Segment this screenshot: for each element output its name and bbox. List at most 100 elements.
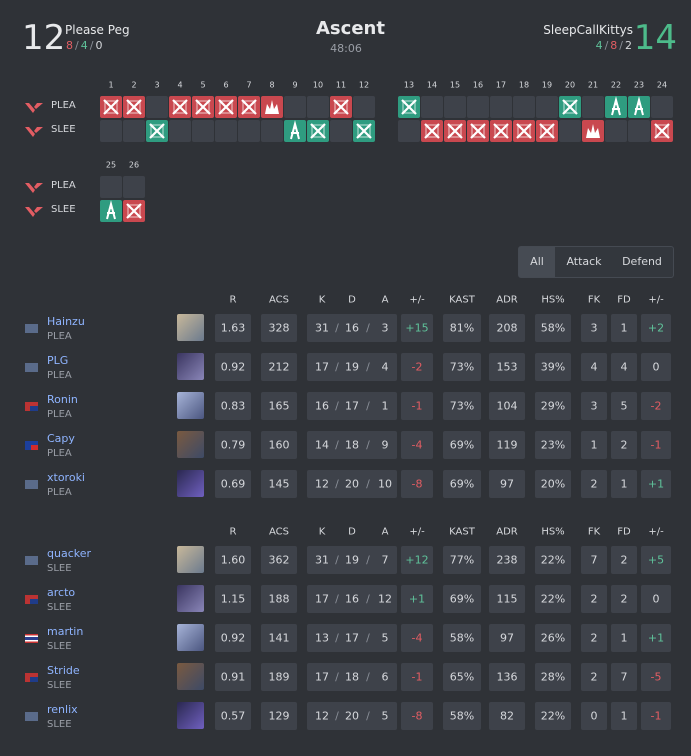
stat-cell xyxy=(489,546,525,574)
column-header: +/- xyxy=(648,526,664,538)
round-icon xyxy=(241,99,257,115)
round-win xyxy=(559,96,581,118)
stat-kast: 58% xyxy=(449,631,475,645)
stat-fk-diff: -2 xyxy=(650,399,662,413)
round-icon xyxy=(516,123,532,139)
stat-cell xyxy=(489,624,525,652)
stat-cell xyxy=(443,702,481,730)
stat-cell xyxy=(581,624,607,652)
round-number: 2 xyxy=(131,80,137,90)
tab[interactable]: Attack xyxy=(566,255,602,268)
player-name[interactable]: arcto xyxy=(47,586,76,599)
player-name[interactable]: PLG xyxy=(47,354,69,367)
stat-adr: 119 xyxy=(496,438,518,452)
stat-cell xyxy=(215,663,251,691)
stat-fd: 5 xyxy=(620,399,628,413)
stat-cell xyxy=(611,392,637,420)
kda-value: 3 xyxy=(381,321,389,335)
player-name[interactable]: Ronin xyxy=(47,393,78,406)
player-name[interactable]: martin xyxy=(47,625,84,638)
round-win xyxy=(628,96,650,118)
stat-cell xyxy=(401,624,433,652)
round-icon xyxy=(172,99,188,115)
stat-fd: 1 xyxy=(620,709,628,723)
player-name[interactable]: xtoroki xyxy=(47,471,85,484)
kda-value: 17 xyxy=(315,592,329,606)
record-part: / xyxy=(75,39,79,52)
stat-rating: 1.60 xyxy=(220,553,246,567)
stat-kast: 69% xyxy=(449,592,475,606)
player-team: PLEA xyxy=(47,487,72,498)
column-header: FK xyxy=(587,526,601,538)
stat-cell xyxy=(641,585,671,613)
kda-separator: / xyxy=(366,670,370,684)
stat-fk: 7 xyxy=(590,553,598,567)
column-header: A xyxy=(381,526,389,538)
stat-cell xyxy=(261,702,297,730)
kda-value: 16 xyxy=(315,399,329,413)
stat-fk-diff: -5 xyxy=(650,670,662,684)
stat-rating: 1.63 xyxy=(220,321,246,335)
round-number: 9 xyxy=(292,80,298,90)
logo-icon xyxy=(25,127,43,137)
team1-record: 8/4/0 xyxy=(65,39,103,52)
agent-icon xyxy=(177,702,204,729)
stat-cell xyxy=(443,392,481,420)
agent-icon xyxy=(177,624,204,651)
stat-hs: 22% xyxy=(540,553,566,567)
round-empty xyxy=(330,120,352,142)
round-icon xyxy=(470,123,486,139)
team-logo xyxy=(24,204,44,218)
round-win xyxy=(398,96,420,118)
player-name[interactable]: Stride xyxy=(47,664,80,677)
round-icon xyxy=(401,99,417,115)
player-name[interactable]: quacker xyxy=(47,547,92,560)
round-win xyxy=(605,96,627,118)
stat-cell xyxy=(611,353,637,381)
player-team: PLEA xyxy=(47,448,72,459)
tab[interactable]: All xyxy=(519,247,555,277)
round-empty xyxy=(582,96,604,118)
record-part: / xyxy=(89,39,94,52)
stat-kast: 69% xyxy=(449,438,475,452)
stat-adr: 238 xyxy=(496,553,518,567)
round-empty xyxy=(123,120,145,142)
round-team-label: SLEE xyxy=(51,124,76,135)
stat-fd: 2 xyxy=(620,592,628,606)
stat-cell xyxy=(535,585,571,613)
stat-rating: 0.91 xyxy=(220,670,246,684)
round-win xyxy=(238,96,260,118)
player-name[interactable]: Hainzu xyxy=(47,315,85,328)
player-team: SLEE xyxy=(47,641,72,652)
player-name[interactable]: renlix xyxy=(47,703,78,716)
round-empty xyxy=(215,120,237,142)
column-header: FD xyxy=(617,294,631,306)
round-empty xyxy=(169,120,191,142)
stat-hs: 28% xyxy=(540,670,566,684)
stat-kast: 73% xyxy=(449,360,475,374)
round-win xyxy=(123,200,145,222)
stat-cell xyxy=(215,470,251,498)
record-part: / xyxy=(619,39,623,52)
stat-cell xyxy=(611,470,637,498)
stat-acs: 160 xyxy=(268,438,290,452)
stat-cell xyxy=(535,624,571,652)
tab[interactable]: Defend xyxy=(622,255,662,268)
kda-value: 18 xyxy=(345,670,359,684)
player-flag xyxy=(25,712,38,721)
stat-cell xyxy=(641,663,671,691)
stat-cell xyxy=(261,585,297,613)
stat-cell xyxy=(489,353,525,381)
round-number: 25 xyxy=(105,160,117,170)
stat-diff: -4 xyxy=(411,438,423,452)
agent-icon xyxy=(177,392,204,419)
round-win xyxy=(192,96,214,118)
player-team: SLEE xyxy=(47,602,72,613)
stat-cell xyxy=(535,702,571,730)
stat-adr: 208 xyxy=(496,321,518,335)
stat-acs: 129 xyxy=(268,709,290,723)
player-name[interactable]: Capy xyxy=(47,432,75,445)
round-number: 17 xyxy=(495,80,507,90)
round-icon xyxy=(126,99,142,115)
